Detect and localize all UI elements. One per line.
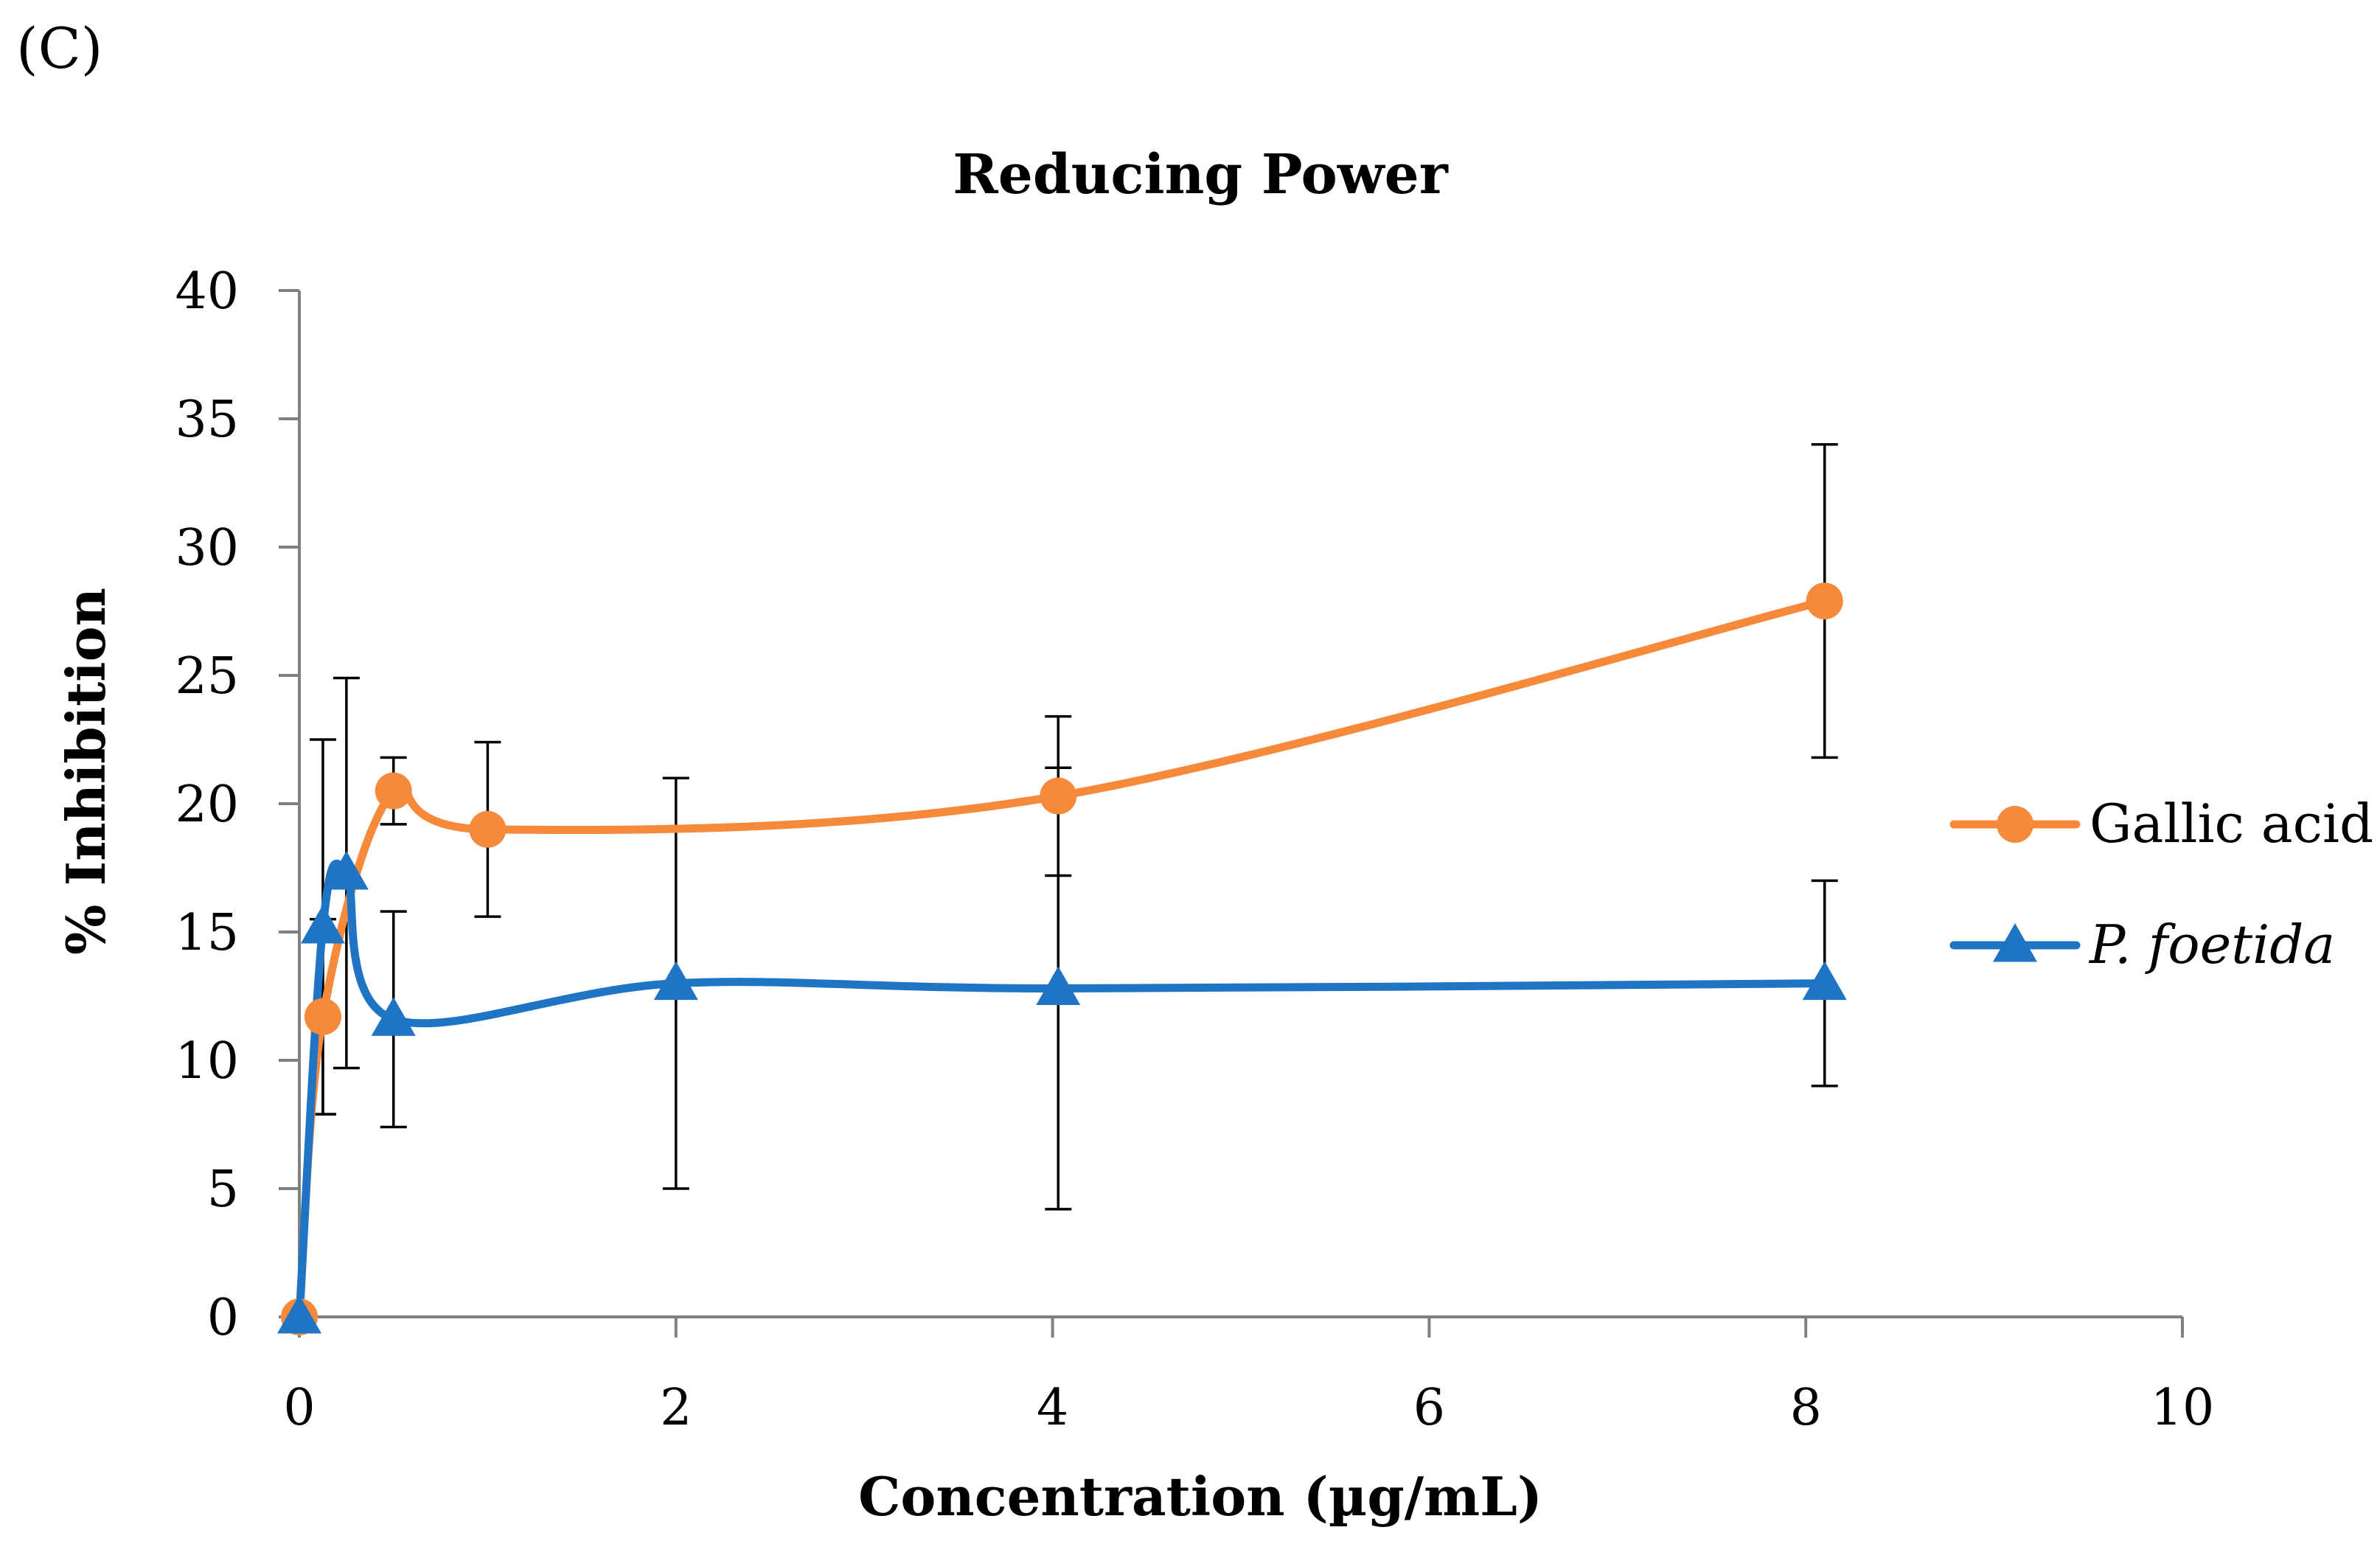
data-markers [277, 583, 1847, 1335]
p-foetida-point [1802, 961, 1847, 1001]
y-tick-label: 10 [175, 1032, 239, 1091]
gallic-acid-point [304, 998, 341, 1035]
x-tick-label: 0 [283, 1379, 315, 1437]
p-foetida-point [277, 1295, 321, 1334]
p-foetida-point [324, 850, 369, 890]
y-tick-label: 0 [207, 1289, 239, 1347]
y-tick-label: 35 [175, 391, 239, 449]
gallic-acid-point [1806, 583, 1843, 620]
x-tick-label: 10 [2151, 1379, 2215, 1437]
panel-label: (C) [16, 15, 102, 81]
gallic-acid-point [375, 772, 412, 810]
p-foetida-point [1036, 966, 1081, 1006]
y-tick-label: 20 [175, 776, 239, 834]
p-foetida-point [653, 961, 698, 1001]
x-tick-label: 8 [1790, 1379, 1822, 1437]
legend-marker-p-foetida [1993, 923, 2037, 962]
p-foetida-point [371, 997, 416, 1036]
y-tick-label: 5 [207, 1161, 239, 1219]
p-foetida-point [300, 905, 345, 944]
y-tick-label: 30 [175, 519, 239, 577]
y-tick-label: 25 [175, 647, 239, 706]
x-tick-label: 6 [1413, 1379, 1445, 1437]
x-tick-label: 2 [660, 1379, 692, 1437]
x-tick-label: 4 [1037, 1379, 1068, 1437]
legend: Gallic acid P. foetida [1949, 793, 2373, 976]
y-tick-label: 15 [175, 904, 239, 962]
gallic-acid-point [1040, 777, 1077, 815]
legend-label-gallic-acid: Gallic acid [2090, 793, 2373, 855]
axes: 0 5 10 15 20 25 30 35 40 0 2 4 6 8 10 [175, 262, 2214, 1437]
y-tick-label: 40 [175, 262, 239, 321]
y-axis-title: % Inhibition [55, 588, 117, 955]
p-foetida-series-line [295, 859, 1829, 1321]
gallic-acid-point [469, 810, 507, 848]
chart-title: Reducing Power [953, 143, 1448, 206]
x-axis-title: Concentration (µg/mL) [858, 1465, 1542, 1528]
legend-marker-gallic-acid [1997, 806, 2033, 843]
legend-label-p-foetida: P. foetida [2088, 914, 2335, 976]
